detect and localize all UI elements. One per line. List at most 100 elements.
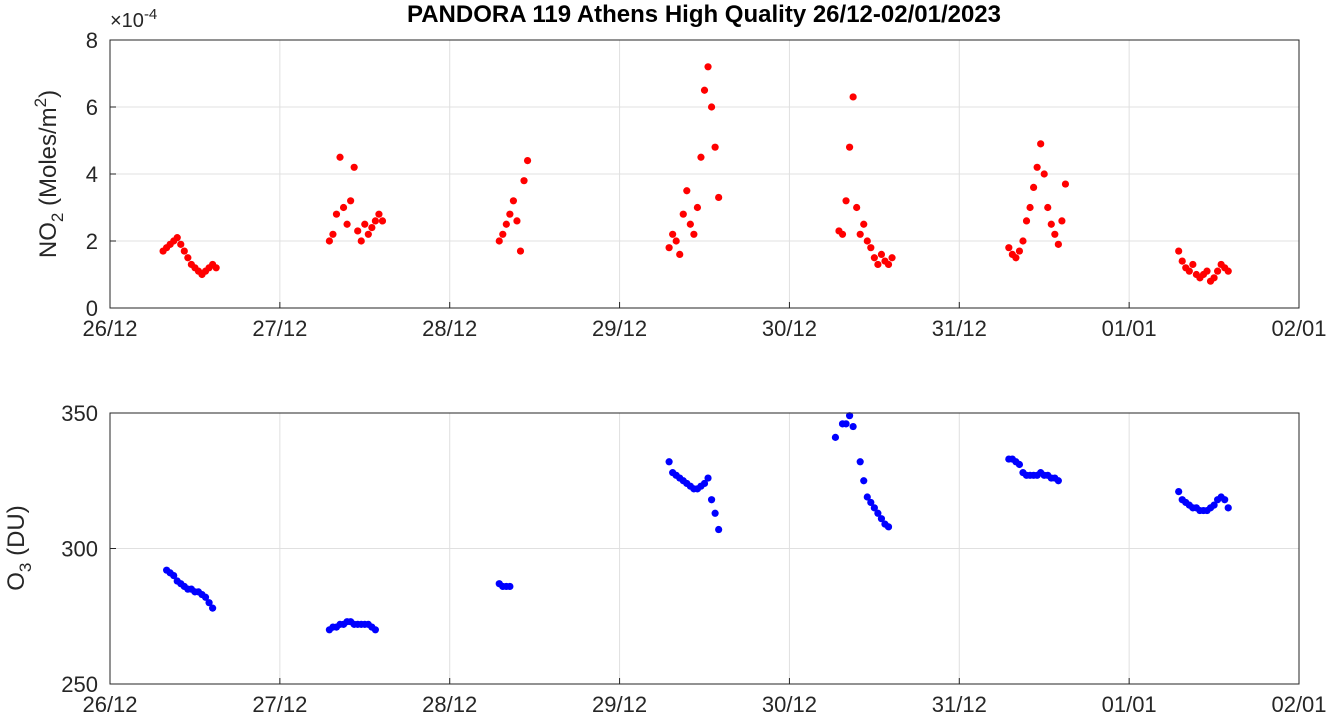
o3-data-point	[700, 479, 709, 488]
no2-data-point	[1175, 247, 1183, 255]
o3-data-point	[860, 477, 868, 485]
no2-data-point	[1058, 217, 1066, 225]
no2-data-point	[1224, 267, 1232, 275]
o3-data-point	[371, 626, 380, 634]
no2-data-point	[679, 210, 687, 218]
o3-data-point	[867, 498, 875, 507]
o3-x-tick-label: 01/01	[1102, 692, 1157, 717]
no2-data-point	[665, 244, 673, 252]
o3-data-point	[1054, 477, 1062, 485]
o3-data-point	[856, 458, 864, 466]
no2-ylabel-sup: 2	[31, 98, 50, 107]
no2-data-point	[838, 230, 847, 238]
no2-data-point	[1022, 217, 1031, 225]
no2-data-point	[1015, 247, 1024, 255]
no2-data-point	[867, 244, 875, 252]
no2-ylabel-sub: 2	[48, 213, 67, 222]
no2-data-point	[354, 227, 362, 235]
no2-data-point	[870, 254, 878, 262]
o3-data-point	[715, 525, 723, 534]
no2-data-point	[849, 93, 857, 101]
no2-y-tick-label: 6	[86, 95, 98, 120]
no2-data-point	[1037, 140, 1045, 148]
o3-data-point	[209, 604, 217, 612]
o3-x-tick-label: 31/12	[932, 692, 987, 717]
no2-x-tick-label: 29/12	[592, 316, 647, 341]
no2-data-point	[520, 177, 528, 185]
no2-data-point	[1061, 180, 1070, 188]
no2-data-point	[1044, 203, 1052, 212]
no2-data-point	[378, 217, 387, 225]
no2-data-point	[516, 247, 525, 255]
o3-y-tick-labels: 250 300 350	[61, 401, 98, 697]
no2-x-tick-label: 26/12	[82, 316, 137, 341]
no2-data-point	[1029, 183, 1038, 191]
no2-data-point	[1210, 274, 1218, 282]
no2-series	[159, 63, 1232, 285]
o3-data-point	[201, 593, 210, 601]
chart-title: PANDORA 119 Athens High Quality 26/12-02…	[407, 1, 1001, 28]
no2-data-point	[1033, 163, 1041, 171]
no2-data-point	[669, 230, 677, 238]
no2-x-tick-label: 01/01	[1102, 316, 1157, 341]
no2-data-point	[1026, 203, 1034, 212]
o3-data-point	[884, 523, 893, 531]
no2-ylabel-base: NO	[35, 222, 62, 258]
no2-data-point	[371, 217, 380, 225]
no2-data-point	[375, 210, 383, 218]
no2-y-tick-label: 4	[86, 162, 98, 187]
no2-data-point	[177, 240, 185, 248]
no2-axes: 26/12 27/12 28/12 29/12 30/12 31/12 01/01 02/01…	[31, 6, 1327, 341]
o3-ylabel-sub: 3	[16, 563, 35, 572]
no2-data-point	[856, 230, 864, 238]
o3-x-tick-labels: 26/12 27/12 28/12 29/12 30/12 31/12 01/01 02/01	[82, 692, 1326, 717]
no2-data-point	[184, 254, 192, 262]
no2-data-point	[329, 230, 337, 238]
no2-data-point	[707, 103, 716, 111]
no2-data-point	[347, 197, 355, 205]
o3-data-point	[1224, 504, 1232, 512]
no2-data-point	[1185, 267, 1193, 275]
no2-y-tick-label: 8	[86, 28, 98, 53]
no2-data-point	[877, 250, 886, 258]
no2-data-point	[690, 230, 698, 238]
o3-data-point	[842, 420, 850, 428]
o3-data-point	[845, 412, 854, 420]
o3-ylabel-unit: (DU)	[3, 505, 30, 562]
no2-data-point	[339, 203, 348, 212]
o3-data-point	[1175, 487, 1183, 496]
o3-x-tick-label: 02/01	[1271, 692, 1326, 717]
o3-y-tick-label: 250	[61, 672, 98, 697]
no2-multiplier-base: ×10	[110, 10, 144, 32]
no2-data-point	[1012, 254, 1020, 262]
no2-data-point	[1189, 260, 1197, 269]
no2-multiplier-exp: -4	[144, 6, 157, 23]
no2-data-point	[212, 264, 220, 272]
no2-data-point	[513, 217, 521, 225]
o3-data-point	[1015, 460, 1024, 469]
no2-data-point	[506, 210, 514, 218]
no2-data-point	[1203, 267, 1211, 275]
no2-data-point	[1054, 240, 1062, 248]
no2-ylabel-unit: (Moles/m	[35, 107, 62, 212]
no2-data-point	[332, 210, 341, 218]
o3-data-point	[831, 433, 840, 441]
no2-data-point	[1005, 244, 1013, 252]
no2-data-point	[711, 143, 719, 151]
no2-data-point	[368, 224, 376, 232]
no2-x-tick-label: 31/12	[932, 316, 987, 341]
o3-x-tick-label: 27/12	[252, 692, 307, 717]
o3-data-point	[205, 599, 213, 607]
no2-x-tick-label: 30/12	[762, 316, 817, 341]
no2-data-point	[495, 237, 503, 245]
no2-data-point	[884, 260, 893, 269]
o3-data-point	[874, 509, 882, 517]
no2-data-point	[704, 63, 712, 71]
o3-data-point	[170, 572, 178, 580]
no2-data-point	[1047, 220, 1055, 228]
no2-data-point	[1178, 257, 1186, 265]
no2-data-point	[1019, 237, 1027, 245]
no2-ylabel-close: )	[35, 90, 62, 98]
o3-data-point	[711, 509, 719, 517]
